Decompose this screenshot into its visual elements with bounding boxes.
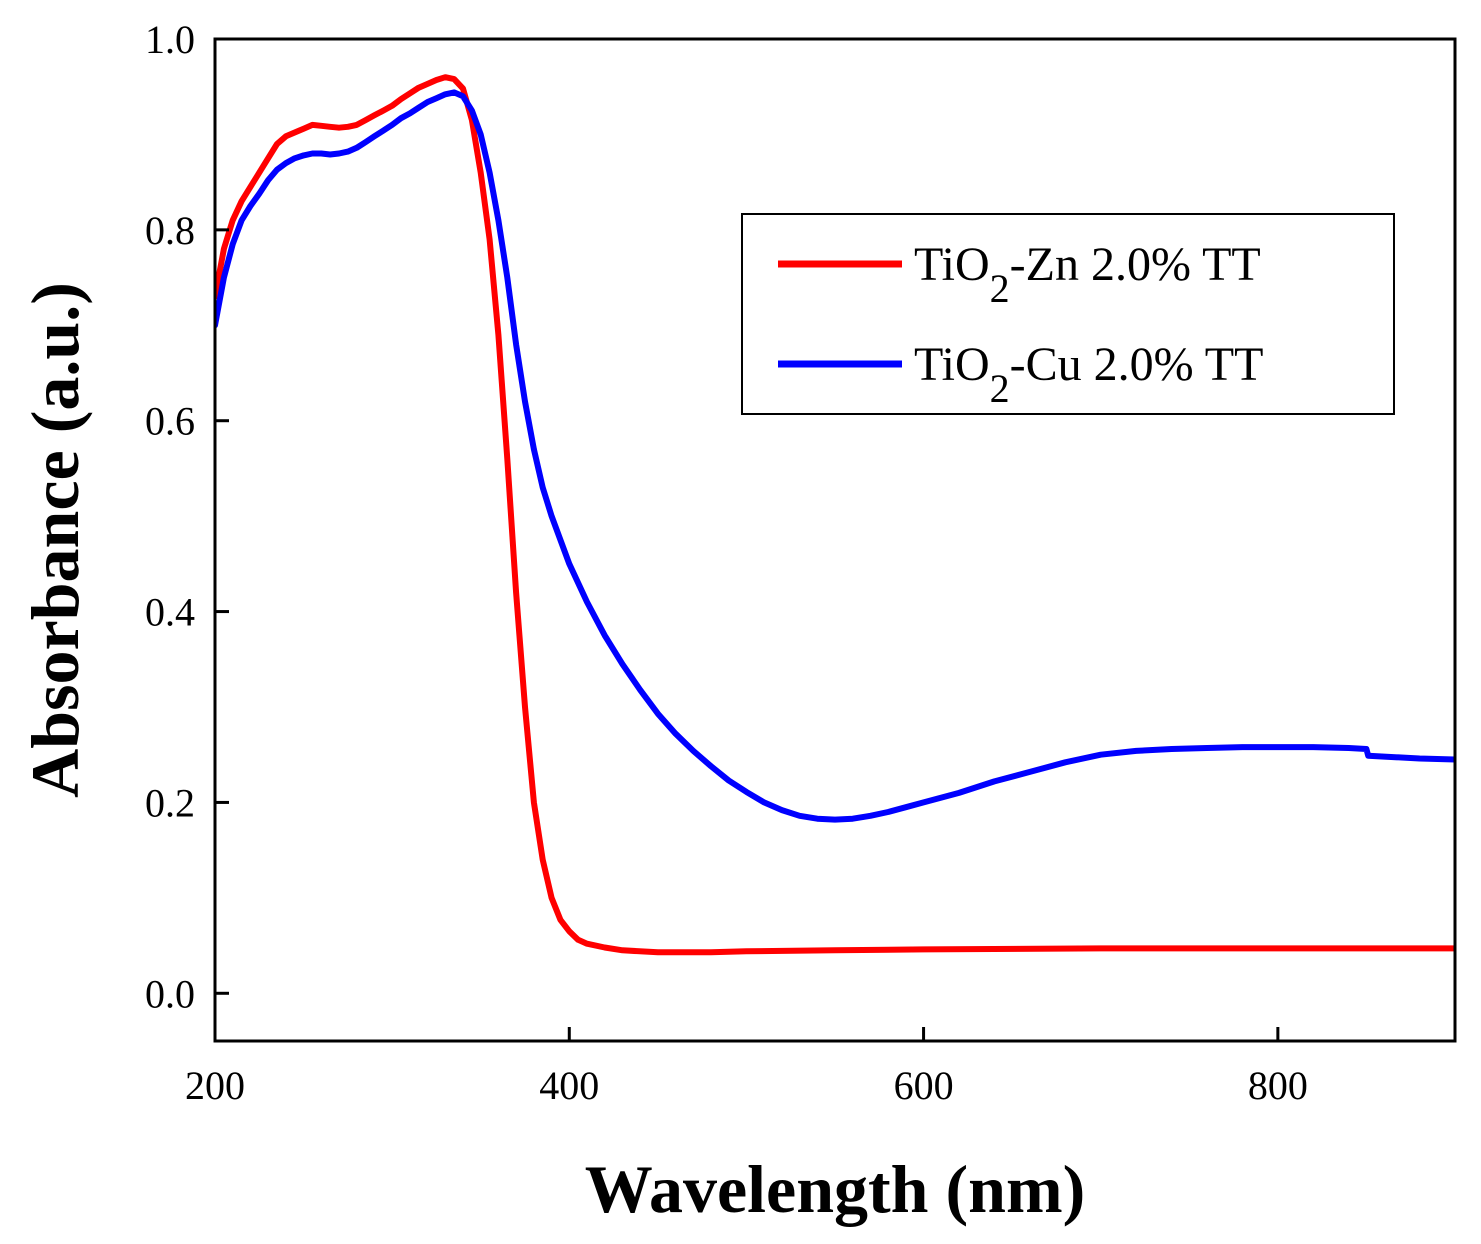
x-tick-label: 400: [539, 1063, 599, 1108]
legend: TiO2-Zn 2.0% TT TiO2-Cu 2.0% TT: [741, 213, 1395, 415]
legend-entry-1: TiO2-Zn 2.0% TT: [914, 238, 1261, 311]
x-tick-label: 600: [894, 1063, 954, 1108]
y-tick-label: 0.0: [145, 971, 195, 1016]
y-tick-label: 1.0: [145, 17, 195, 62]
y-tick-label: 0.4: [145, 590, 195, 635]
series-line-1: [215, 74, 1455, 956]
plot-frame: [213, 37, 1457, 1043]
x-tick-label: 800: [1248, 1063, 1308, 1108]
legend-entry-2: TiO2-Cu 2.0% TT: [914, 338, 1263, 411]
y-tick-label: 0.6: [145, 399, 195, 444]
y-tick-label: 0.2: [145, 780, 195, 825]
x-axis-title: Wavelength (nm): [585, 1151, 1086, 1227]
y-tick-label: 0.8: [145, 208, 195, 253]
x-tick-label: 200: [185, 1063, 245, 1108]
series-lines: [215, 74, 1455, 956]
axis-ticks: 200 400 600 800 0.0 0.2 0.4 0.6 0.8 1.0: [145, 17, 1308, 1108]
legend-box: [741, 213, 1395, 415]
series-line-2: [215, 89, 1455, 823]
y-axis-title: Absorbance (a.u.): [17, 282, 93, 798]
